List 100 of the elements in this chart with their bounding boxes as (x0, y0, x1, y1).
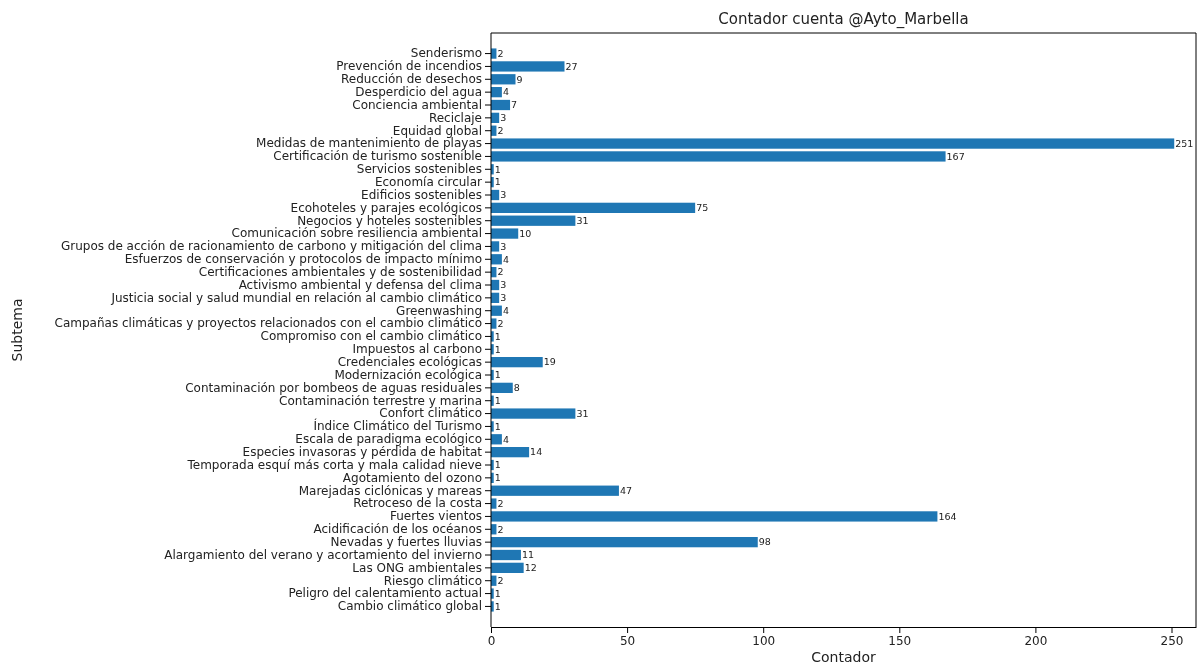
data-label: 1 (494, 600, 501, 612)
y-tick-label: Desperdicio del agua (355, 84, 482, 99)
x-tick-label: 200 (1024, 633, 1048, 648)
data-label: 1 (494, 343, 501, 355)
data-label: 2 (497, 317, 504, 329)
y-tick-label: Reciclaje (428, 110, 482, 125)
data-label: 10 (519, 227, 532, 239)
data-label: 1 (494, 587, 501, 599)
y-tick-label: Modernización ecológica (334, 367, 482, 382)
bar (491, 485, 619, 496)
y-tick-label: Equidad global (392, 123, 482, 138)
data-label: 2 (497, 497, 504, 509)
data-label: 2 (497, 47, 504, 59)
data-label: 11 (521, 549, 535, 561)
y-tick-label: Nevadas y fuertes lluvias (330, 534, 482, 549)
bar (491, 447, 530, 458)
data-label: 1 (494, 420, 501, 432)
y-tick-label: Riesgo climático (383, 573, 482, 588)
data-label: 98 (758, 536, 771, 548)
y-tick-label: Agotamiento del ozono (342, 470, 482, 485)
bar (491, 61, 565, 72)
data-label: 1 (494, 369, 501, 381)
data-label: 4 (502, 433, 509, 445)
bar (491, 228, 519, 239)
data-label: 31 (576, 215, 589, 227)
bar (491, 537, 758, 548)
data-label: 164 (938, 510, 957, 522)
y-tick-label: Peligro del calentamiento actual (288, 586, 482, 601)
data-label: 7 (511, 99, 518, 111)
y-tick-label: Conciencia ambiental (352, 97, 482, 112)
y-tick-label: Credenciales ecológicas (337, 354, 482, 369)
y-tick-label: Compromiso con el cambio climático (260, 329, 482, 344)
data-label: 251 (1175, 137, 1194, 149)
y-tick-label: Certificaciones ambientales y de sostenibilidad (198, 264, 482, 279)
y-tick-label: Edificios sostenibles (361, 187, 482, 202)
bar (491, 562, 524, 573)
bar (491, 215, 576, 226)
data-label: 1 (494, 395, 501, 407)
x-tick-label: 0 (487, 633, 496, 648)
bar (491, 357, 543, 368)
y-tick-label: Escala de paradigma ecológico (295, 432, 482, 447)
data-label: 1 (494, 163, 501, 175)
chart-title: Contador cuenta @Ayto_Marbella (718, 10, 969, 29)
data-label: 3 (500, 112, 507, 124)
y-tick-label: Las ONG ambientales (352, 560, 482, 575)
data-label: 14 (530, 446, 543, 458)
bar (491, 241, 500, 252)
data-label: 27 (565, 60, 578, 72)
data-label: 4 (502, 253, 509, 265)
data-label: 4 (502, 86, 509, 98)
bar (491, 408, 576, 419)
y-tick-label: Retroceso de la costa (353, 496, 482, 511)
y-tick-label: Contaminación por bombeos de aguas residuales (185, 380, 482, 395)
data-label: 1 (494, 330, 501, 342)
bar (491, 99, 511, 111)
data-label: 3 (500, 279, 507, 291)
x-tick-label: 250 (1160, 633, 1184, 648)
y-tick-label: Índice Climático del Turismo (313, 418, 482, 434)
data-label: 2 (497, 575, 504, 587)
data-label: 4 (502, 305, 509, 317)
bar (491, 138, 1175, 149)
y-tick-label: Marejadas ciclónicas y mareas (298, 483, 482, 498)
data-label: 12 (524, 562, 537, 574)
data-label: 3 (500, 240, 507, 252)
bar (491, 74, 516, 85)
data-label: 3 (500, 292, 507, 304)
y-tick-label: Greenwashing (396, 303, 482, 318)
y-tick-label: Impuestos al carbono (352, 342, 482, 357)
y-tick-label: Servicios sostenibles (356, 162, 482, 177)
data-label: 47 (619, 485, 633, 497)
data-label: 19 (543, 356, 556, 368)
bar (491, 202, 696, 213)
y-tick-label: Cambio climático global (337, 599, 482, 614)
y-axis-title: Subtema (9, 298, 25, 362)
x-tick-label: 50 (619, 633, 636, 648)
data-label: 2 (497, 523, 504, 535)
data-label: 167 (946, 150, 965, 162)
data-label: 2 (497, 266, 504, 278)
bar (491, 382, 513, 393)
data-label: 75 (696, 202, 709, 214)
y-tick-label: Reducción de desechos (341, 72, 482, 87)
y-tick-label: Prevención de incendios (336, 59, 482, 74)
y-tick-label: Senderismo (410, 46, 482, 61)
y-tick-label: Esfuerzos de conservación y protocolos de impacto mínimo (124, 252, 482, 267)
x-tick-label: 150 (888, 633, 912, 648)
y-tick-label: Economía circular (374, 174, 483, 189)
bar (491, 511, 938, 522)
data-label: 1 (494, 472, 501, 484)
data-label: 2 (497, 125, 504, 137)
bar (491, 151, 946, 162)
y-tick-label: Medidas de mantenimiento de playas (256, 136, 482, 151)
y-tick-label: Ecohoteles y parajes ecológicos (290, 200, 482, 215)
y-tick-label: Alargamiento del verano y acortamiento del invierno (164, 547, 482, 562)
y-tick-label: Fuertes vientos (389, 509, 482, 524)
x-tick-label: 100 (752, 633, 776, 648)
data-label: 8 (513, 382, 520, 394)
data-label: 1 (494, 459, 501, 471)
y-tick-label: Grupos de acción de racionamiento de carbono y mitigación del clima (60, 239, 482, 254)
y-tick-label: Certificación de turismo sostenible (273, 149, 482, 164)
x-axis-title: Contador (811, 649, 876, 665)
